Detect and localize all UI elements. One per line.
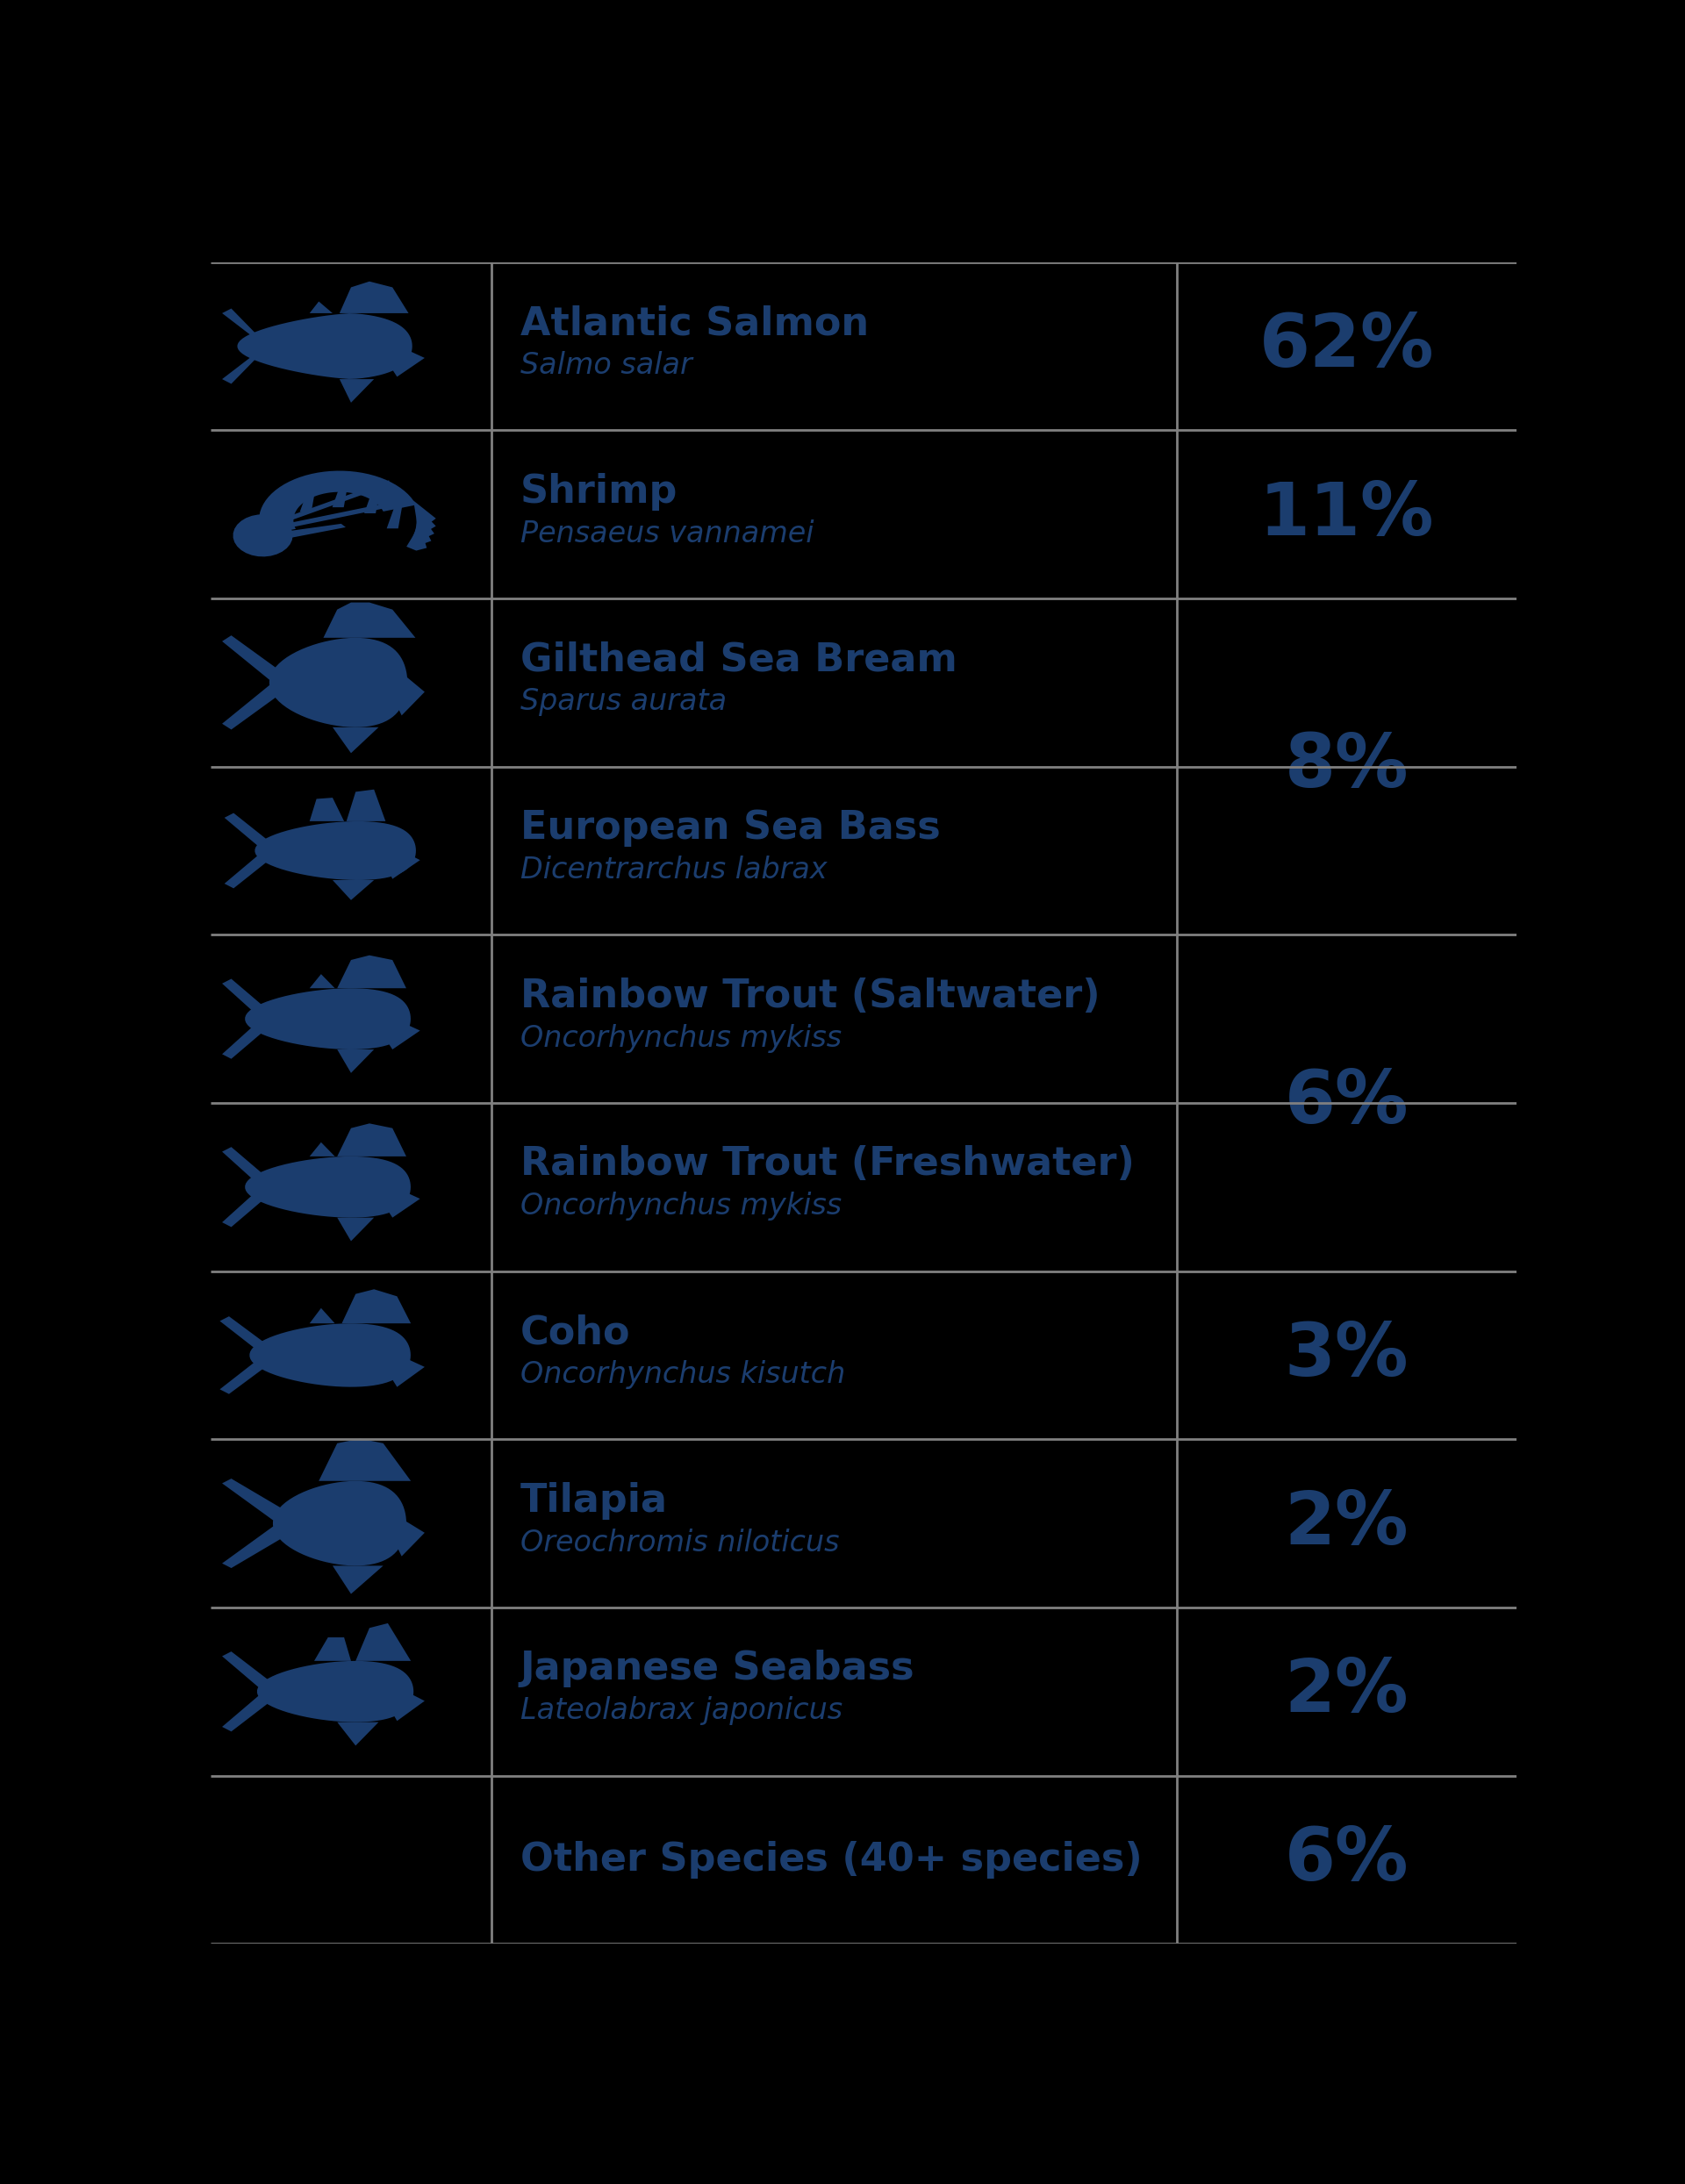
Polygon shape (222, 308, 268, 384)
Text: Atlantic Salmon: Atlantic Salmon (521, 304, 869, 343)
Text: Rainbow Trout (Freshwater): Rainbow Trout (Freshwater) (521, 1144, 1134, 1184)
Polygon shape (258, 1660, 413, 1723)
Text: Pensaeus vannamei: Pensaeus vannamei (521, 520, 814, 548)
Polygon shape (281, 480, 389, 524)
Polygon shape (356, 1623, 411, 1660)
Polygon shape (332, 480, 349, 507)
Text: 2%: 2% (1284, 1487, 1409, 1559)
Text: Salmo salar: Salmo salar (521, 352, 693, 380)
Polygon shape (337, 1219, 374, 1241)
Polygon shape (310, 797, 344, 821)
Polygon shape (249, 1324, 411, 1387)
Polygon shape (254, 821, 416, 880)
Polygon shape (222, 978, 273, 1059)
Polygon shape (222, 1651, 278, 1732)
Polygon shape (379, 1356, 425, 1387)
Polygon shape (332, 1566, 382, 1594)
Polygon shape (342, 1289, 411, 1324)
Text: 62%: 62% (1259, 310, 1434, 382)
Polygon shape (337, 1723, 379, 1745)
Polygon shape (300, 487, 315, 511)
Text: Other Species (40+ species): Other Species (40+ species) (521, 1841, 1142, 1878)
Polygon shape (406, 524, 426, 550)
Polygon shape (313, 1638, 350, 1660)
Polygon shape (386, 502, 403, 529)
Text: Dicentrarchus labrax: Dicentrarchus labrax (521, 856, 827, 885)
Text: Oreochromis niloticus: Oreochromis niloticus (521, 1529, 839, 1557)
Polygon shape (337, 954, 406, 987)
Text: 11%: 11% (1259, 478, 1434, 550)
Polygon shape (273, 1481, 406, 1566)
Polygon shape (222, 636, 286, 729)
Polygon shape (413, 500, 436, 524)
Text: 8%: 8% (1284, 732, 1409, 802)
Text: Tilapia: Tilapia (521, 1481, 667, 1520)
Polygon shape (222, 1147, 273, 1227)
Text: Gilthead Sea Bream: Gilthead Sea Bream (521, 640, 957, 679)
Polygon shape (219, 1317, 275, 1393)
Polygon shape (332, 880, 374, 900)
Polygon shape (244, 1155, 411, 1219)
Polygon shape (244, 987, 411, 1051)
Polygon shape (337, 1051, 374, 1072)
Polygon shape (332, 727, 379, 753)
Text: Oncorhynchus mykiss: Oncorhynchus mykiss (521, 1192, 841, 1221)
Polygon shape (290, 524, 345, 537)
Text: Oncorhynchus kisutch: Oncorhynchus kisutch (521, 1361, 846, 1389)
Polygon shape (310, 1142, 335, 1155)
Polygon shape (379, 347, 425, 378)
Polygon shape (310, 301, 332, 312)
Polygon shape (339, 380, 374, 402)
Polygon shape (259, 472, 416, 535)
Polygon shape (318, 1439, 411, 1481)
Text: 2%: 2% (1284, 1655, 1409, 1728)
Text: Coho: Coho (521, 1313, 630, 1352)
Polygon shape (347, 788, 386, 821)
Text: Lateolabrax japonicus: Lateolabrax japonicus (521, 1697, 842, 1725)
Polygon shape (416, 507, 436, 531)
Text: Shrimp: Shrimp (521, 472, 677, 511)
Polygon shape (310, 1308, 335, 1324)
Text: 3%: 3% (1284, 1319, 1409, 1391)
Polygon shape (222, 1479, 292, 1568)
Polygon shape (324, 603, 416, 638)
Polygon shape (382, 1518, 425, 1557)
Polygon shape (415, 513, 435, 537)
Polygon shape (364, 487, 381, 513)
Polygon shape (379, 847, 420, 878)
Polygon shape (285, 500, 401, 529)
Polygon shape (382, 677, 425, 716)
Polygon shape (337, 1123, 406, 1155)
Polygon shape (276, 500, 292, 526)
Polygon shape (270, 638, 408, 727)
Text: Japanese Seabass: Japanese Seabass (521, 1649, 915, 1688)
Text: Oncorhynchus mykiss: Oncorhynchus mykiss (521, 1024, 841, 1053)
Polygon shape (374, 1188, 420, 1219)
Text: 6%: 6% (1284, 1068, 1409, 1138)
Polygon shape (379, 1688, 425, 1721)
Polygon shape (224, 812, 275, 889)
Polygon shape (310, 974, 335, 987)
Polygon shape (374, 1020, 420, 1051)
Text: Sparus aurata: Sparus aurata (521, 688, 726, 716)
Polygon shape (238, 312, 413, 380)
Polygon shape (339, 282, 408, 312)
Polygon shape (411, 518, 431, 544)
Text: Rainbow Trout (Saltwater): Rainbow Trout (Saltwater) (521, 976, 1100, 1016)
Polygon shape (233, 515, 293, 557)
Text: 6%: 6% (1284, 1824, 1409, 1896)
Text: European Sea Bass: European Sea Bass (521, 808, 940, 847)
